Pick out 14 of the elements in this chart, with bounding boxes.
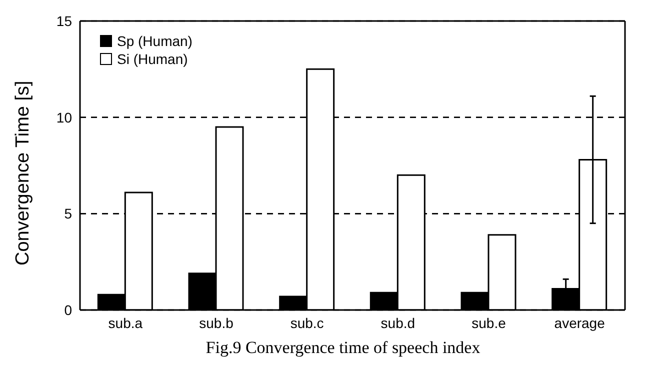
legend-label: Si (Human): [117, 50, 188, 68]
y-tick-label: 5: [64, 206, 72, 222]
text: Fig.9 Convergence time of speech index: [204, 338, 482, 358]
y-axis-title: Convergence Time [s]: [12, 80, 34, 266]
x-tick-label: sub.d: [380, 314, 416, 331]
x-tick-label: sub.b: [199, 314, 234, 331]
x-tick-label: sub.e: [472, 314, 506, 331]
x-tick-label: average: [554, 314, 606, 331]
y-tick-label: 15: [56, 12, 72, 29]
y-tick-label: 0: [64, 302, 72, 318]
x-tick-label: sub.a: [108, 314, 143, 331]
legend-label: Sp (Human): [117, 32, 192, 50]
y-tick-label: 10: [56, 109, 72, 126]
x-tick-label: sub.c: [290, 314, 324, 331]
